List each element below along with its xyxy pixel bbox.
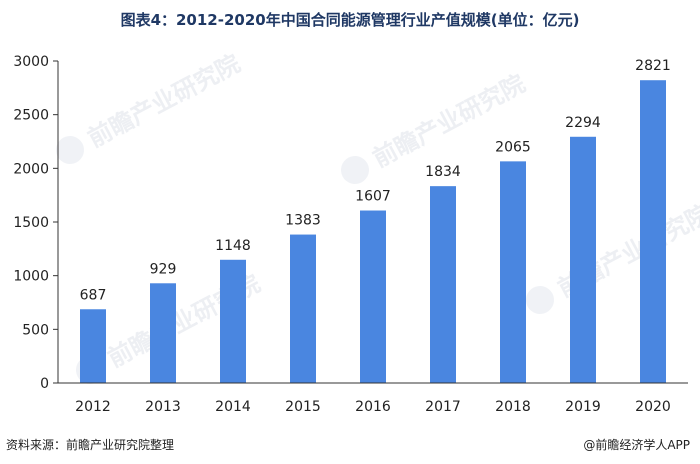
y-tick-label: 1000 xyxy=(13,269,49,285)
credit-note: @前瞻经济学人APP xyxy=(583,438,690,452)
data-label-2013: 929 xyxy=(150,261,177,277)
data-label-2020: 2821 xyxy=(635,58,671,74)
data-label-2016: 1607 xyxy=(355,189,391,205)
y-tick-label: 500 xyxy=(22,322,49,338)
data-label-2019: 2294 xyxy=(565,115,601,131)
x-tick-label: 2018 xyxy=(495,399,531,415)
y-tick-label: 2000 xyxy=(13,161,49,177)
data-label-2012: 687 xyxy=(80,287,107,303)
y-tick-label: 2500 xyxy=(13,108,49,124)
y-tick-label: 3000 xyxy=(13,54,49,70)
y-tick-label: 0 xyxy=(40,376,49,392)
x-tick-label: 2017 xyxy=(425,399,461,415)
data-label-2017: 1834 xyxy=(425,164,461,180)
x-tick-label: 2016 xyxy=(355,399,391,415)
bar-2015 xyxy=(290,234,316,383)
bar-2013 xyxy=(150,283,176,383)
data-label-2018: 2065 xyxy=(495,139,531,155)
chart-title: 图表4：2012-2020年中国合同能源管理行业产值规模(单位：亿元) xyxy=(120,11,580,29)
x-tick-label: 2013 xyxy=(145,399,181,415)
x-tick-label: 2020 xyxy=(635,399,671,415)
data-labels: 687 929 1148 1383 1607 1834 2065 2294 2821 xyxy=(80,58,671,303)
footer: 资料来源：前瞻产业研究院整理 @前瞻经济学人APP xyxy=(0,426,700,464)
data-label-2014: 1148 xyxy=(215,238,251,254)
bar-2017 xyxy=(430,186,456,383)
x-tick-label: 2012 xyxy=(75,399,111,415)
bar-2018 xyxy=(500,161,526,383)
x-tick-label: 2015 xyxy=(285,399,321,415)
y-tick-label: 1500 xyxy=(13,215,49,231)
x-tick-label: 2019 xyxy=(565,399,601,415)
y-axis: 0 500 1000 1500 2000 2500 3000 xyxy=(13,54,59,392)
bar-2020 xyxy=(640,80,666,383)
data-label-2015: 1383 xyxy=(285,213,321,229)
x-axis: 2012 2013 2014 2015 2016 2017 2018 2019 2020 xyxy=(58,382,688,415)
bar-2019 xyxy=(570,136,596,383)
source-note: 资料来源：前瞻产业研究院整理 xyxy=(6,438,175,452)
x-tick-label: 2014 xyxy=(215,399,251,415)
bar-2016 xyxy=(360,210,386,383)
bar-2012 xyxy=(80,309,106,383)
bars xyxy=(80,80,666,383)
bar-2014 xyxy=(220,259,246,383)
